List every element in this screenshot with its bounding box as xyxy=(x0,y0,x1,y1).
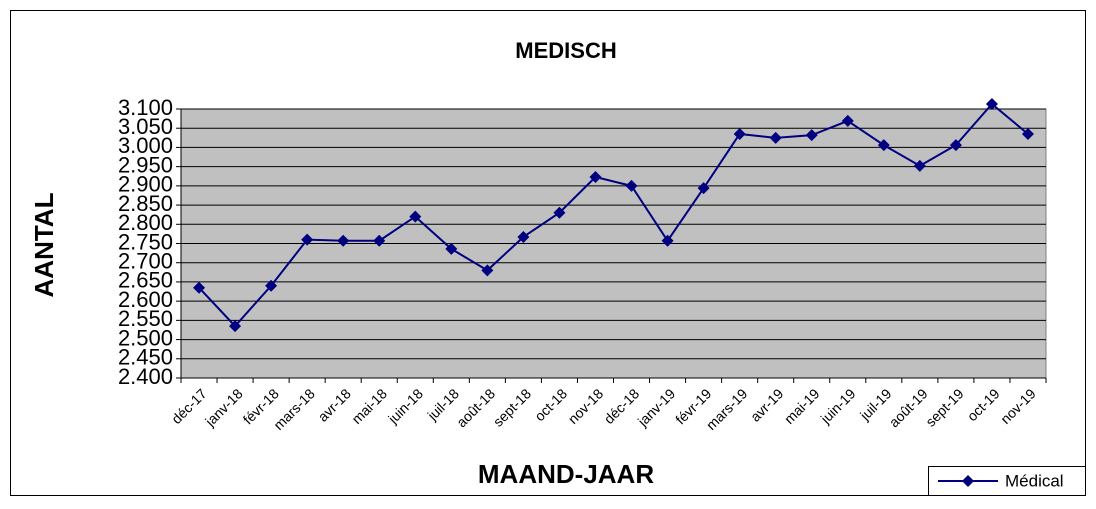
marker xyxy=(553,206,566,219)
marker xyxy=(913,159,926,172)
y-tick-label: 3.000 xyxy=(118,133,173,158)
marker xyxy=(589,171,602,184)
y-tick-label: 2.850 xyxy=(118,191,173,216)
y-tick-label: 2.800 xyxy=(118,210,173,235)
y-tick-label: 2.700 xyxy=(118,249,173,274)
marker xyxy=(949,139,962,152)
marker xyxy=(877,139,890,152)
marker xyxy=(517,230,530,243)
y-tick-label: 2.950 xyxy=(118,152,173,177)
marker xyxy=(733,127,746,140)
y-tick-label: 2.450 xyxy=(118,345,173,370)
legend-label: Médical xyxy=(1005,471,1064,490)
marker xyxy=(409,210,422,223)
marker xyxy=(373,234,386,247)
marker xyxy=(229,320,242,333)
y-tick-label: 2.400 xyxy=(118,364,173,389)
chart-title: MEDISCH xyxy=(515,38,616,63)
marker xyxy=(697,182,710,195)
y-tick-label: 2.750 xyxy=(118,229,173,254)
marker xyxy=(985,98,998,111)
marker xyxy=(661,234,674,247)
marker xyxy=(265,279,278,292)
y-tick-label: 3.100 xyxy=(118,95,173,120)
marker xyxy=(805,129,818,142)
marker xyxy=(481,264,494,277)
marker xyxy=(625,179,638,192)
y-tick-label: 2.550 xyxy=(118,306,173,331)
legend-marker xyxy=(962,475,974,487)
marker xyxy=(337,234,350,247)
y-tick-label: 2.600 xyxy=(118,287,173,312)
x-axis-label: MAAND-JAAR xyxy=(478,459,654,489)
y-tick-label: 3.050 xyxy=(118,114,173,139)
series-line xyxy=(198,102,1029,328)
y-axis-label: AANTAL xyxy=(29,192,59,297)
y-tick-label: 2.500 xyxy=(118,325,173,350)
y-tick-label: 2.650 xyxy=(118,268,173,293)
marker xyxy=(841,114,854,127)
marker xyxy=(769,131,782,144)
marker xyxy=(193,281,206,294)
marker xyxy=(301,233,314,246)
marker xyxy=(1021,127,1034,140)
y-tick-label: 2.900 xyxy=(118,172,173,197)
marker xyxy=(445,242,458,255)
